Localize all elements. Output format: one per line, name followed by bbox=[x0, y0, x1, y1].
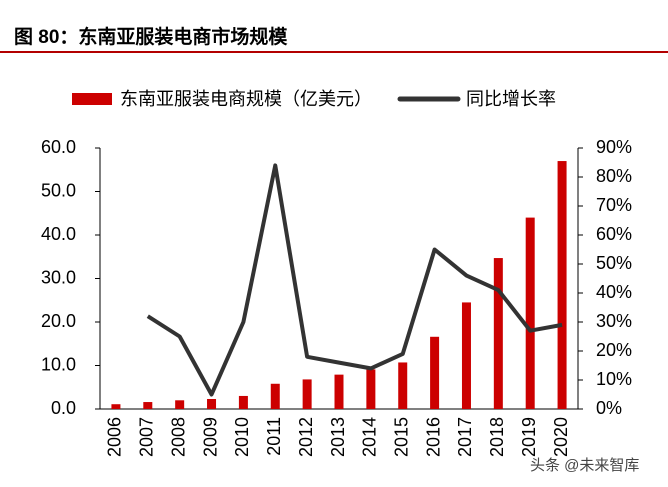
x-tick-label: 2007 bbox=[137, 417, 157, 457]
legend-label: 同比增长率 bbox=[466, 89, 556, 109]
bar bbox=[461, 302, 471, 409]
bar bbox=[366, 369, 376, 409]
x-tick-label: 2008 bbox=[168, 417, 188, 457]
bar bbox=[207, 398, 217, 409]
x-tick-label: 2009 bbox=[200, 417, 220, 457]
y2-tick-label: 10% bbox=[596, 369, 632, 389]
line bbox=[146, 163, 563, 397]
bar bbox=[525, 217, 535, 409]
x-tick-label: 2006 bbox=[105, 417, 125, 457]
bar bbox=[302, 379, 312, 409]
watermark: 头条 @未来智库 bbox=[530, 456, 639, 474]
x-tick-label: 2013 bbox=[328, 417, 348, 457]
y2-tick-label: 50% bbox=[596, 253, 632, 273]
y-tick-label: 20.0 bbox=[41, 311, 76, 331]
x-tick-label: 2012 bbox=[296, 417, 316, 457]
x-tick-label: 2010 bbox=[232, 417, 252, 457]
y-tick-label: 10.0 bbox=[41, 354, 76, 374]
bar bbox=[270, 383, 280, 409]
x-tick-label: 2014 bbox=[360, 417, 380, 457]
y2-tick-label: 90% bbox=[596, 137, 632, 157]
y-tick-label: 30.0 bbox=[41, 267, 76, 287]
y2-tick-label: 80% bbox=[596, 166, 632, 186]
legend-label: 东南亚服装电商规模（亿美元） bbox=[120, 89, 372, 109]
x-tick-label: 2017 bbox=[455, 417, 475, 457]
bar bbox=[334, 374, 344, 409]
x-tick-label: 2016 bbox=[423, 417, 443, 457]
y2-tick-label: 30% bbox=[596, 311, 632, 331]
y2-tick-label: 0% bbox=[596, 398, 622, 418]
bar bbox=[111, 404, 121, 409]
bar bbox=[175, 400, 185, 409]
x-tick-label: 2019 bbox=[519, 417, 539, 457]
y2-tick-label: 70% bbox=[596, 195, 632, 215]
y-tick-label: 0.0 bbox=[51, 398, 76, 418]
bar bbox=[398, 362, 408, 409]
legend-swatch bbox=[72, 93, 112, 105]
bar bbox=[430, 336, 440, 409]
y-tick-label: 60.0 bbox=[41, 137, 76, 157]
bar bbox=[493, 258, 503, 409]
x-tick-label: 2015 bbox=[391, 417, 411, 457]
x-tick-label: 2011 bbox=[264, 417, 284, 456]
bar bbox=[143, 402, 153, 409]
chart-title: 图 80：东南亚服装电商市场规模 bbox=[14, 25, 288, 48]
x-tick-label: 2018 bbox=[487, 417, 507, 457]
bar bbox=[238, 395, 248, 409]
y-tick-label: 50.0 bbox=[41, 180, 76, 200]
y2-tick-label: 40% bbox=[596, 282, 632, 302]
y-tick-label: 40.0 bbox=[41, 224, 76, 244]
bar bbox=[557, 161, 567, 409]
y2-tick-label: 20% bbox=[596, 340, 632, 360]
x-tick-label: 2020 bbox=[551, 417, 571, 457]
y2-tick-label: 60% bbox=[596, 224, 632, 244]
